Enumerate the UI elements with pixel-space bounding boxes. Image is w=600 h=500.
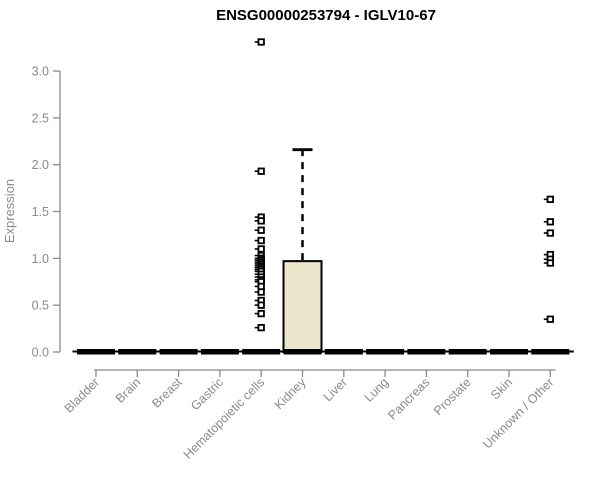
boxplot-gastric	[196, 349, 244, 355]
x-tick-label: Unknown / Other	[480, 375, 556, 451]
box-iqr	[282, 260, 323, 354]
y-tick-label: 0.5	[32, 299, 49, 313]
boxplot-hematopoietic-cells	[237, 38, 285, 355]
median-line	[324, 349, 363, 355]
outlier-point	[257, 301, 265, 309]
outlier-point	[257, 288, 265, 296]
outlier-point	[546, 218, 554, 226]
median-line	[77, 349, 115, 355]
y-tick-label: 1.0	[32, 252, 49, 266]
outlier-point	[257, 226, 265, 234]
boxplot-lung	[361, 349, 409, 355]
median-line	[490, 349, 528, 355]
x-tick-label: Gastric	[188, 375, 226, 413]
outlier-point	[257, 309, 265, 318]
x-tick-label: Bladder	[62, 375, 102, 415]
median-line	[531, 349, 570, 355]
median-line	[448, 349, 487, 355]
y-tick-label: 3.0	[32, 65, 49, 79]
y-tick-label: 2.5	[32, 111, 49, 125]
median-line	[200, 349, 239, 355]
y-axis-label: Expression	[2, 179, 17, 243]
outlier-point	[257, 167, 265, 175]
x-tick-label: Pancreas	[385, 375, 432, 422]
boxplot-pancreas	[402, 349, 450, 355]
median-line	[159, 349, 198, 355]
median-line	[242, 349, 281, 355]
boxplot-breast	[155, 349, 203, 355]
outlier-point	[546, 259, 554, 267]
boxplot-brain	[113, 349, 161, 355]
x-tick-label: Prostate	[431, 375, 474, 418]
outlier-point	[257, 217, 265, 225]
x-tick-label: Breast	[149, 375, 185, 411]
outlier-point	[257, 38, 265, 46]
x-tick-label: Lung	[362, 375, 392, 405]
x-tick-label: Hematopoietic cells	[181, 375, 268, 462]
x-tick-label: Kidney	[272, 375, 309, 412]
outlier-point	[546, 315, 554, 323]
boxplot-bladder	[72, 349, 120, 355]
median-line	[407, 349, 446, 355]
y-tick-label: 0.0	[32, 346, 49, 360]
chart-title: ENSG00000253794 - IGLV10-67	[216, 7, 436, 24]
outlier-point	[546, 195, 554, 203]
outlier-point	[546, 229, 554, 237]
boxplot-data-layer	[72, 38, 574, 355]
boxplot-prostate	[444, 349, 492, 355]
y-tick-label: 1.5	[32, 205, 49, 219]
x-tick-label: Brain	[113, 375, 144, 406]
median-line	[283, 349, 322, 355]
x-tick-label: Liver	[321, 375, 350, 404]
x-tick-label: Skin	[488, 375, 515, 402]
outlier-point	[257, 282, 265, 291]
median-line	[118, 349, 157, 355]
outlier-point	[257, 236, 265, 245]
outlier-point	[257, 323, 265, 332]
boxplot-liver	[320, 349, 368, 355]
boxplot-unknown-other	[526, 195, 574, 355]
boxplot-kidney	[279, 148, 326, 355]
y-tick-label: 2.0	[32, 158, 49, 172]
median-line	[366, 349, 405, 355]
boxplot-skin	[485, 349, 533, 355]
outlier-point	[257, 245, 265, 253]
